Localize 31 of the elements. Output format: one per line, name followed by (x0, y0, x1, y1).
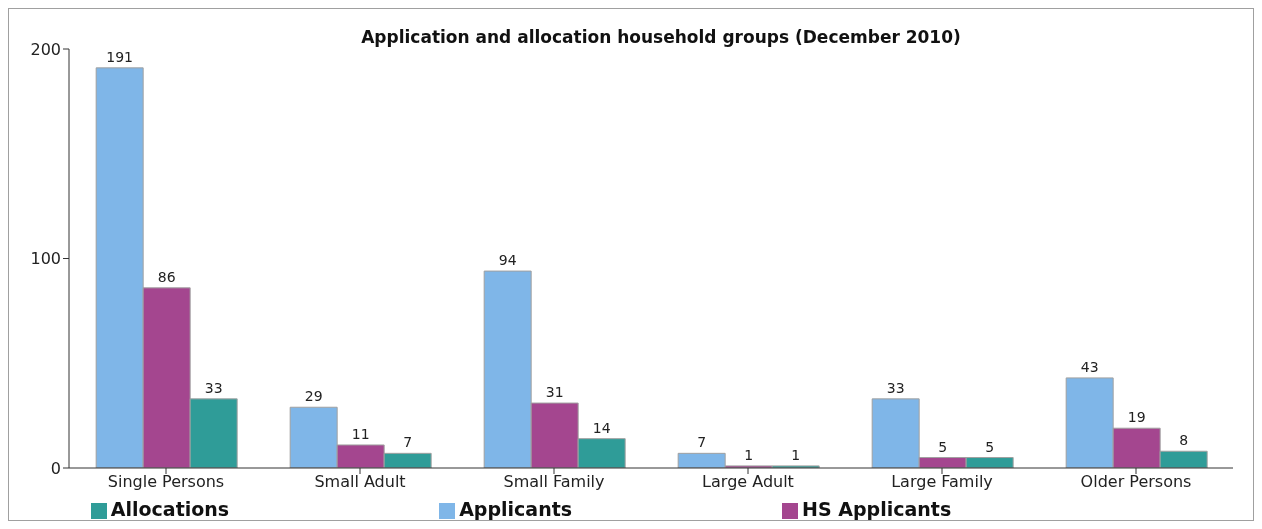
data-label: 11 (351, 425, 370, 442)
data-label: 94 (498, 252, 517, 269)
data-label: 5 (985, 438, 995, 455)
data-label: 33 (204, 379, 223, 396)
y-tick-label: 0 (50, 458, 61, 478)
x-tick-label: Large Adult (702, 472, 794, 492)
data-label: 31 (545, 384, 564, 401)
data-label: 86 (157, 268, 176, 285)
x-tick-label: Small Adult (314, 472, 406, 492)
data-label: 7 (403, 434, 413, 451)
y-tick-label: 200 (30, 39, 61, 59)
legend-label: HS Applicants (802, 498, 952, 520)
y-tick-label: 100 (30, 249, 61, 269)
data-label: 14 (592, 419, 611, 436)
data-label: 19 (1127, 409, 1146, 426)
data-label: 29 (304, 388, 323, 405)
x-tick-label: Older Persons (1080, 472, 1192, 492)
data-label: 33 (886, 379, 905, 396)
data-label: 191 (106, 48, 134, 65)
chart-title: Application and allocation household groups (December 2010) (361, 27, 961, 47)
x-tick-label: Small Family (503, 472, 605, 492)
data-label: 8 (1179, 432, 1189, 449)
x-tick-label: Single Persons (107, 472, 225, 492)
data-label: 7 (697, 434, 707, 451)
data-label: 5 (938, 438, 948, 455)
legend-label: Allocations (110, 498, 230, 520)
legend-label: Applicants (459, 498, 573, 520)
data-label: 1 (791, 446, 801, 463)
data-label: 1 (744, 446, 754, 463)
x-tick-label: Large Family (891, 472, 993, 492)
data-label: 43 (1080, 358, 1099, 375)
